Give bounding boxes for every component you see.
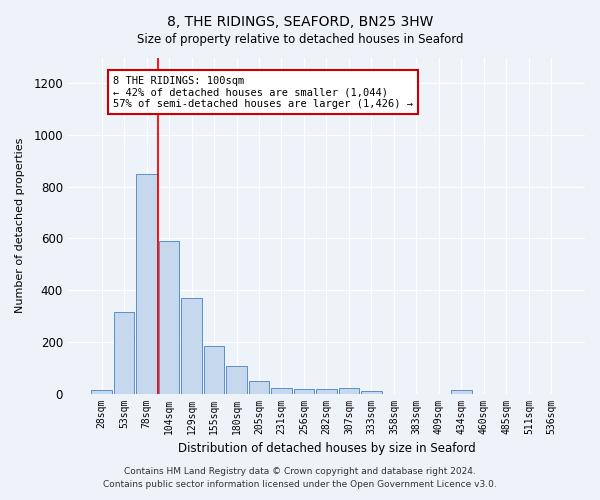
Bar — [339, 388, 359, 394]
Bar — [91, 390, 112, 394]
Bar — [271, 388, 292, 394]
Bar — [114, 312, 134, 394]
Text: 8, THE RIDINGS, SEAFORD, BN25 3HW: 8, THE RIDINGS, SEAFORD, BN25 3HW — [167, 15, 433, 29]
Bar — [226, 366, 247, 394]
Text: 8 THE RIDINGS: 100sqm
← 42% of detached houses are smaller (1,044)
57% of semi-d: 8 THE RIDINGS: 100sqm ← 42% of detached … — [113, 76, 413, 109]
Bar — [181, 298, 202, 394]
Text: Contains HM Land Registry data © Crown copyright and database right 2024.
Contai: Contains HM Land Registry data © Crown c… — [103, 467, 497, 489]
Bar — [204, 346, 224, 394]
Bar — [316, 389, 337, 394]
Bar — [249, 382, 269, 394]
Text: Size of property relative to detached houses in Seaford: Size of property relative to detached ho… — [137, 32, 463, 46]
Y-axis label: Number of detached properties: Number of detached properties — [15, 138, 25, 313]
Bar — [361, 391, 382, 394]
Bar — [294, 389, 314, 394]
Bar — [451, 390, 472, 394]
X-axis label: Distribution of detached houses by size in Seaford: Distribution of detached houses by size … — [178, 442, 475, 455]
Bar — [136, 174, 157, 394]
Bar — [159, 241, 179, 394]
